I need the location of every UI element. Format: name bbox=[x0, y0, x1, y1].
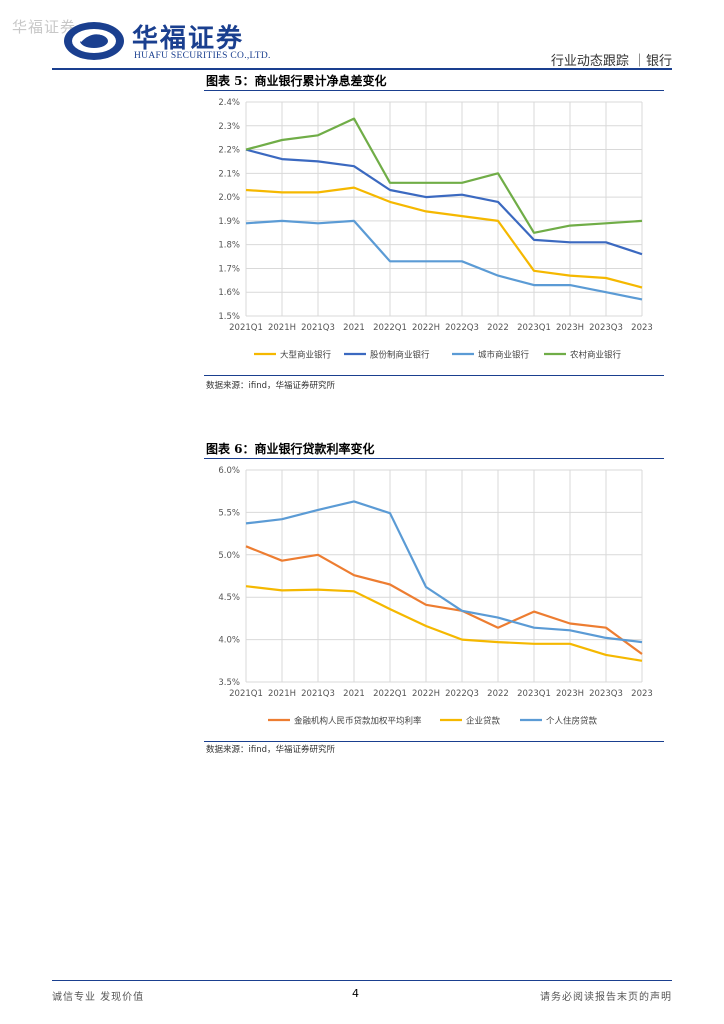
x-tick-label: 2023 bbox=[631, 323, 653, 333]
x-tick-label: 2023 bbox=[631, 689, 653, 699]
x-tick-label: 2021Q3 bbox=[301, 689, 335, 699]
chart-net-interest-margin: 1.5% 1.6% 1.7% 1.8% 1.9% 2.0% 2.1% 2.2% 2.3% 2.4%… bbox=[218, 98, 653, 361]
x-tick-label: 2021 bbox=[343, 689, 365, 699]
y-tick-label: 2.0% bbox=[218, 193, 240, 203]
watermark: 华福证券 bbox=[12, 18, 77, 36]
legend-label: 企业贷款 bbox=[466, 716, 501, 727]
x-tick-label: 2021 bbox=[343, 323, 365, 333]
x-tick-label: 2023Q3 bbox=[589, 689, 623, 699]
x-tick-label: 2022 bbox=[487, 323, 509, 333]
company-logo: 华福证券 HUAFU SECURITIES CO.,LTD. bbox=[62, 18, 272, 64]
figure-6-bottom-rule bbox=[204, 741, 664, 742]
y-tick-label: 5.5% bbox=[218, 508, 240, 518]
figure-6-title: 图表 6：商业银行贷款利率变化 bbox=[206, 442, 375, 456]
x-tick-label: 2022H bbox=[412, 323, 440, 333]
y-tick-label: 3.5% bbox=[218, 678, 240, 688]
y-tick-label: 2.3% bbox=[218, 122, 240, 132]
legend-label: 城市商业银行 bbox=[478, 350, 530, 361]
x-tick-label: 2022Q3 bbox=[445, 323, 479, 333]
series-line-1 bbox=[245, 186, 643, 289]
x-tick-label: 2021Q1 bbox=[229, 689, 263, 699]
header-divider bbox=[52, 68, 672, 70]
x-tick-label: 2023H bbox=[556, 323, 584, 333]
series-line-4 bbox=[245, 117, 643, 234]
logo-emblem-icon bbox=[64, 22, 124, 60]
x-tick-label: 2022Q3 bbox=[445, 689, 479, 699]
figure-5-source: 数据来源：ifind，华福证券研究所 bbox=[206, 381, 335, 391]
y-tick-label: 1.7% bbox=[218, 264, 240, 274]
figure-5-title: 图表 5：商业银行累计净息差变化 bbox=[206, 74, 387, 88]
y-tick-label: 2.1% bbox=[218, 169, 240, 179]
x-tick-label: 2021Q3 bbox=[301, 323, 335, 333]
figure-6-top-rule bbox=[204, 458, 664, 459]
page-number: 4 bbox=[352, 987, 359, 1000]
legend-label: 金融机构人民币贷款加权平均利率 bbox=[294, 716, 422, 727]
y-tick-label: 1.8% bbox=[218, 241, 240, 251]
footer-slogan: 诚信专业 发现价值 bbox=[52, 992, 145, 1003]
footer-divider bbox=[52, 980, 672, 981]
series-line-2 bbox=[245, 148, 643, 256]
y-tick-label: 4.5% bbox=[218, 593, 240, 603]
y-tick-label: 1.6% bbox=[218, 288, 240, 298]
series-line-1 bbox=[245, 545, 643, 655]
footer-disclaimer: 请务必阅读报告末页的声明 bbox=[540, 992, 672, 1003]
x-tick-label: 2022Q1 bbox=[373, 323, 407, 333]
x-tick-label: 2023H bbox=[556, 689, 584, 699]
legend-label: 农村商业银行 bbox=[570, 350, 622, 361]
y-tick-label: 5.0% bbox=[218, 551, 240, 561]
logo-chinese-name: 华福证券 bbox=[132, 24, 245, 54]
y-tick-label: 4.0% bbox=[218, 636, 240, 646]
series-line-3 bbox=[245, 500, 643, 644]
x-tick-label: 2021H bbox=[268, 689, 296, 699]
y-tick-label: 2.4% bbox=[218, 98, 240, 108]
figure-5-bottom-rule bbox=[204, 375, 664, 376]
y-tick-label: 1.9% bbox=[218, 217, 240, 227]
y-tick-label: 2.2% bbox=[218, 146, 240, 156]
x-tick-label: 2022H bbox=[412, 689, 440, 699]
report-section-label: 行业动态跟踪 ｜银行 bbox=[550, 54, 672, 69]
x-tick-label: 2021Q1 bbox=[229, 323, 263, 333]
series-line-2 bbox=[245, 585, 643, 662]
figure-5-top-rule bbox=[204, 90, 664, 91]
x-tick-label: 2021H bbox=[268, 323, 296, 333]
x-tick-label: 2023Q3 bbox=[589, 323, 623, 333]
y-tick-label: 1.5% bbox=[218, 312, 240, 322]
logo-english-name: HUAFU SECURITIES CO.,LTD. bbox=[134, 51, 271, 61]
y-tick-label: 6.0% bbox=[218, 466, 240, 476]
chart-loan-rates: 3.5% 4.0% 4.5% 5.0% 5.5% 6.0% 2021Q1 2021H 2021Q… bbox=[218, 466, 653, 727]
x-tick-label: 2023Q1 bbox=[517, 689, 551, 699]
figure-6-source: 数据来源：ifind，华福证券研究所 bbox=[206, 745, 335, 755]
series-line-3 bbox=[245, 219, 643, 301]
x-tick-label: 2023Q1 bbox=[517, 323, 551, 333]
legend-label: 大型商业银行 bbox=[280, 350, 332, 361]
legend-label: 个人住房贷款 bbox=[546, 716, 598, 727]
x-tick-label: 2022Q1 bbox=[373, 689, 407, 699]
legend-label: 股份制商业银行 bbox=[370, 350, 430, 361]
x-tick-label: 2022 bbox=[487, 689, 509, 699]
